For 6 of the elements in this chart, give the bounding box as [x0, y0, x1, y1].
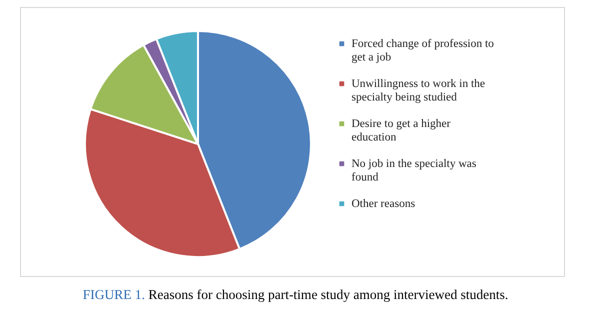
legend-label: No job in the specialty was found — [352, 158, 477, 184]
legend-label: Unwillingness to work in the specialty being studied — [352, 78, 486, 104]
legend-label: Desire to get a higher education — [352, 118, 451, 144]
caption: FIGURE 1. Reasons for choosing part-time study among interviewed students. — [82, 287, 510, 303]
legend-label: Forced change of profession to get a job — [352, 38, 494, 64]
legend-label: Other reasons — [352, 198, 416, 210]
